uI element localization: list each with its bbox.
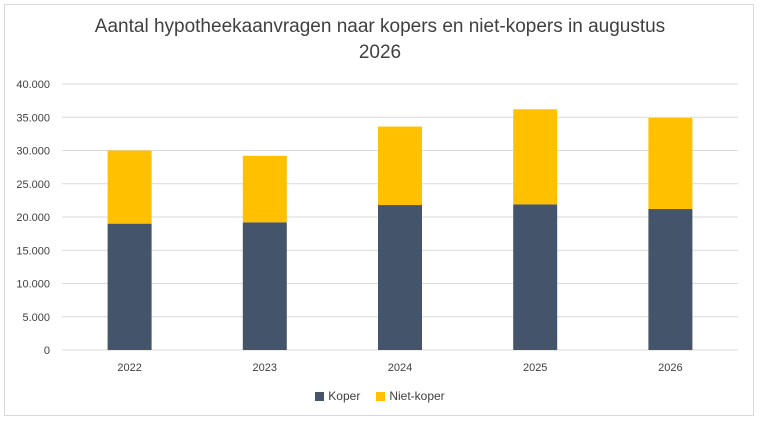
- bar-niet-koper-2023: [242, 155, 287, 223]
- y-tick-label: 40.000: [16, 79, 50, 91]
- y-axis-labels: 0 5.000 10.000 15.000 20.000 25.000 30.000 35.0…: [16, 79, 50, 357]
- chart-title-line-1: Aantal hypotheekaanvragen naar kopers en…: [94, 16, 666, 37]
- legend-swatch-niet-koper: [376, 391, 386, 401]
- bar-niet-koper-2024: [378, 126, 422, 206]
- legend-swatch-koper: [315, 391, 325, 401]
- legend-item-koper: Koper: [315, 389, 360, 403]
- x-tick-label: 2022: [117, 362, 141, 374]
- chart-title-line-2: 2026: [358, 42, 402, 63]
- y-tick-label: 0: [44, 345, 50, 357]
- bar-koper-2025: [513, 204, 558, 350]
- x-tick-label: 2026: [658, 362, 682, 374]
- chart-title: Aantal hypotheekaanvragen naar kopers en…: [0, 14, 760, 66]
- bar-koper-2023: [242, 222, 287, 350]
- y-tick-label: 10.000: [16, 279, 50, 291]
- y-tick-label: 30.000: [16, 146, 50, 158]
- legend-item-niet-koper: Niet-koper: [376, 389, 445, 403]
- y-tick-label: 15.000: [16, 245, 50, 257]
- y-tick-label: 25.000: [16, 179, 50, 191]
- x-tick-label: 2023: [253, 362, 277, 374]
- bars: [107, 109, 693, 350]
- y-tick-label: 20.000: [16, 212, 50, 224]
- bar-niet-koper-2025: [513, 109, 558, 205]
- legend-label-koper: Koper: [328, 389, 361, 403]
- y-tick-label: 5.000: [22, 312, 50, 324]
- bar-niet-koper-2022: [107, 150, 152, 224]
- bar-koper-2024: [378, 205, 422, 350]
- y-tick-label: 35.000: [16, 112, 50, 124]
- x-tick-label: 2025: [523, 362, 547, 374]
- bar-koper-2026: [648, 209, 693, 350]
- bar-koper-2022: [107, 223, 152, 350]
- x-axis-labels: 2022 2023 2024 2025 2026: [117, 362, 682, 374]
- x-tick-label: 2024: [388, 362, 412, 374]
- bar-niet-koper-2026: [648, 117, 693, 210]
- legend: Koper Niet-koper: [0, 389, 760, 403]
- legend-label-niet-koper: Niet-koper: [389, 389, 445, 403]
